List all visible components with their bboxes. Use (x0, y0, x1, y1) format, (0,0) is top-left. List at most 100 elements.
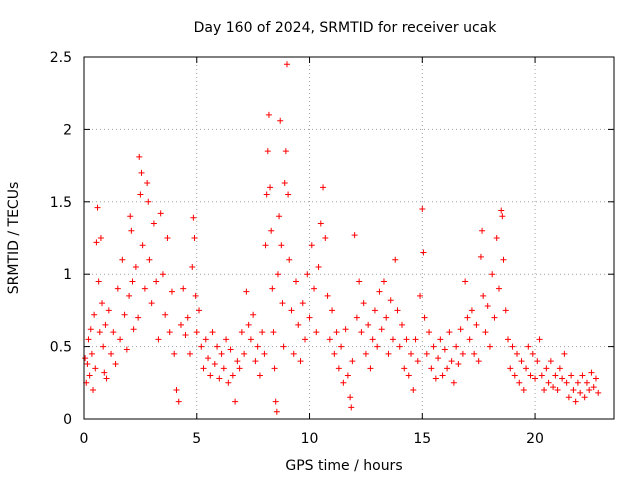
data-point (344, 372, 351, 379)
data-point (96, 329, 103, 336)
data-point (559, 375, 566, 382)
data-point (148, 300, 155, 307)
data-point (588, 369, 595, 376)
data-point (285, 191, 292, 198)
data-point (471, 350, 478, 357)
data-point (518, 358, 525, 365)
grid-lines (84, 57, 614, 419)
data-point (583, 379, 590, 386)
data-point (536, 336, 543, 343)
data-point (351, 232, 358, 239)
data-point (196, 307, 203, 314)
data-point (572, 398, 579, 405)
data-point (123, 346, 130, 353)
data-point (299, 300, 306, 307)
data-point (491, 314, 498, 321)
data-point (563, 379, 570, 386)
data-point (392, 256, 399, 263)
data-point (484, 303, 491, 310)
data-point (365, 321, 372, 328)
data-points (82, 61, 602, 415)
data-point (550, 384, 557, 391)
data-point (532, 375, 539, 382)
data-point (200, 365, 207, 372)
data-point (529, 350, 536, 357)
data-point (302, 336, 309, 343)
data-point (180, 285, 187, 292)
data-point (218, 350, 225, 357)
data-point (281, 179, 288, 186)
data-point (250, 311, 257, 318)
data-point (473, 321, 480, 328)
data-point (437, 336, 444, 343)
data-point (523, 365, 530, 372)
y-axis-ticks: 0 0.5 1 1.5 2 2.5 (50, 50, 614, 428)
data-point (272, 398, 279, 405)
data-point (428, 365, 435, 372)
data-point (177, 321, 184, 328)
data-point (499, 213, 506, 220)
data-point (90, 387, 97, 394)
data-point (335, 365, 342, 372)
data-point (349, 358, 356, 365)
data-point (297, 358, 304, 365)
data-point (486, 343, 493, 350)
data-point (202, 336, 209, 343)
data-point (145, 198, 152, 205)
data-point (403, 336, 410, 343)
data-point (561, 350, 568, 357)
data-point (220, 365, 227, 372)
data-point (401, 365, 408, 372)
data-point (229, 372, 236, 379)
data-point (132, 263, 139, 270)
data-point (288, 307, 295, 314)
data-point (85, 336, 92, 343)
data-point (234, 358, 241, 365)
data-point (500, 256, 507, 263)
data-point (457, 326, 464, 333)
data-point (182, 332, 189, 339)
data-point (241, 350, 248, 357)
data-point (554, 387, 561, 394)
data-point (205, 355, 212, 362)
data-point (103, 375, 110, 382)
data-point (439, 372, 446, 379)
data-point (326, 336, 333, 343)
data-point (525, 343, 532, 350)
data-point (552, 372, 559, 379)
data-point (360, 300, 367, 307)
data-point (417, 292, 424, 299)
data-point (259, 329, 266, 336)
data-point (304, 271, 311, 278)
data-point (99, 300, 106, 307)
data-point (101, 369, 108, 376)
data-point (435, 355, 442, 362)
data-point (313, 329, 320, 336)
data-point (209, 329, 216, 336)
data-point (511, 372, 518, 379)
data-point (586, 387, 593, 394)
x-tick-label: 20 (526, 431, 544, 447)
data-point (367, 365, 374, 372)
data-point (380, 278, 387, 285)
data-point (159, 271, 166, 278)
data-point (322, 235, 329, 241)
data-point (446, 329, 453, 336)
data-point (254, 343, 261, 350)
data-point (516, 379, 523, 386)
data-point (317, 220, 324, 227)
data-point (295, 321, 302, 328)
data-point (459, 350, 466, 357)
data-point (93, 239, 100, 246)
data-point (136, 153, 143, 160)
data-point (256, 372, 263, 379)
data-point (168, 288, 175, 295)
data-point (534, 358, 541, 365)
data-point (383, 314, 390, 321)
data-point (338, 343, 345, 350)
data-point (273, 408, 280, 415)
data-point (129, 278, 136, 285)
data-point (565, 394, 572, 401)
data-point (277, 117, 284, 124)
data-point (369, 336, 376, 343)
